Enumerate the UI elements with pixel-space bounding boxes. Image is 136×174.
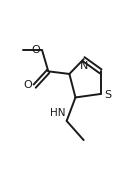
Text: O: O [23,80,32,90]
Text: O: O [31,45,40,55]
Text: N: N [80,61,89,71]
Text: S: S [105,90,112,100]
Text: HN: HN [50,108,65,118]
